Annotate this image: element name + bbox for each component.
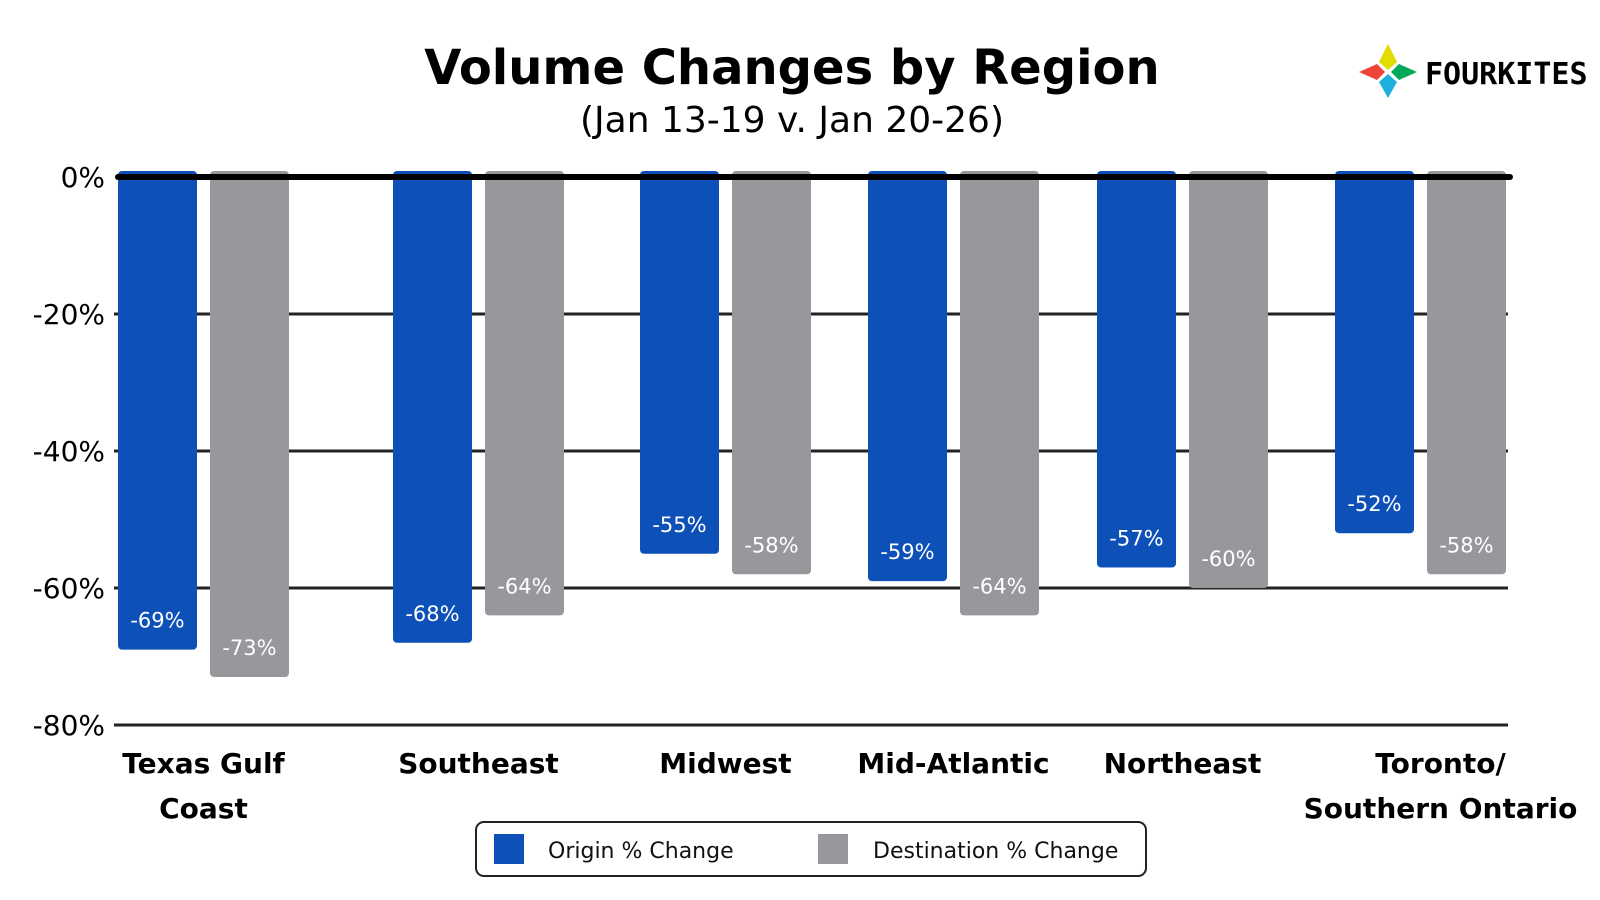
- y-tick-label: -40%: [33, 435, 105, 468]
- category-label: Southeast: [398, 747, 559, 780]
- chart-title: Volume Changes by Region: [424, 40, 1159, 96]
- category-label: Texas Gulf: [122, 747, 285, 780]
- fourkites-logo: FOURKITES: [1359, 44, 1588, 98]
- origin-bar: [118, 171, 197, 650]
- legend: Origin % Change Destination % Change: [475, 821, 1147, 877]
- y-tick-label: -80%: [33, 709, 105, 742]
- data-label: -64%: [972, 574, 1026, 598]
- chart-subtitle: (Jan 13-19 v. Jan 20-26): [580, 100, 1004, 141]
- data-label: -69%: [130, 609, 184, 633]
- origin-bar: [1335, 171, 1414, 534]
- destination-bar: [732, 171, 811, 575]
- data-label: -73%: [222, 636, 276, 660]
- data-label: -52%: [1347, 492, 1401, 516]
- bars: -69% -68% -55% -59% -57% -52% -73% -64% -58% -64%…: [118, 171, 1506, 678]
- category-label: Northeast: [1104, 747, 1262, 780]
- data-label: -64%: [497, 574, 551, 598]
- legend-swatch-destination: [818, 834, 848, 864]
- data-label: -58%: [1439, 533, 1493, 557]
- legend-box: [475, 821, 1147, 877]
- data-label: -55%: [652, 513, 706, 537]
- category-label: Coast: [159, 792, 248, 825]
- category-label: Midwest: [659, 747, 791, 780]
- category-label: Southern Ontario: [1304, 792, 1578, 825]
- origin-bar: [393, 171, 472, 643]
- destination-bar: [210, 171, 289, 678]
- destination-bar: [485, 171, 564, 616]
- category-label: Toronto/: [1375, 747, 1506, 780]
- data-label: -60%: [1201, 547, 1255, 571]
- origin-bar: [1097, 171, 1176, 568]
- destination-bar: [1189, 171, 1268, 588]
- legend-swatch-origin: [494, 834, 524, 864]
- logo-diamond-bottom: [1379, 74, 1397, 98]
- logo-diamond-right: [1391, 64, 1417, 80]
- y-axis: 0% -20% -40% -60% -80%: [33, 161, 105, 742]
- data-label: -57%: [1109, 526, 1163, 550]
- legend-label-origin: Origin % Change: [548, 839, 734, 864]
- category-label: Mid-Atlantic: [857, 747, 1049, 780]
- destination-bar: [1427, 171, 1506, 575]
- y-tick-label: 0%: [61, 161, 105, 194]
- y-tick-label: -20%: [33, 298, 105, 331]
- data-label: -59%: [880, 540, 934, 564]
- data-label: -58%: [744, 533, 798, 557]
- logo-diamond-top: [1379, 44, 1397, 70]
- logo-text: FOURKITES: [1425, 57, 1588, 92]
- logo-diamond-left: [1359, 64, 1385, 80]
- x-axis: Texas Gulf Coast Southeast Midwest Mid-Atlan…: [122, 747, 1577, 825]
- legend-label-destination: Destination % Change: [873, 839, 1118, 864]
- y-tick-label: -60%: [33, 572, 105, 605]
- origin-bar: [868, 171, 947, 582]
- data-label: -68%: [405, 602, 459, 626]
- destination-bar: [960, 171, 1039, 616]
- origin-bar: [640, 171, 719, 554]
